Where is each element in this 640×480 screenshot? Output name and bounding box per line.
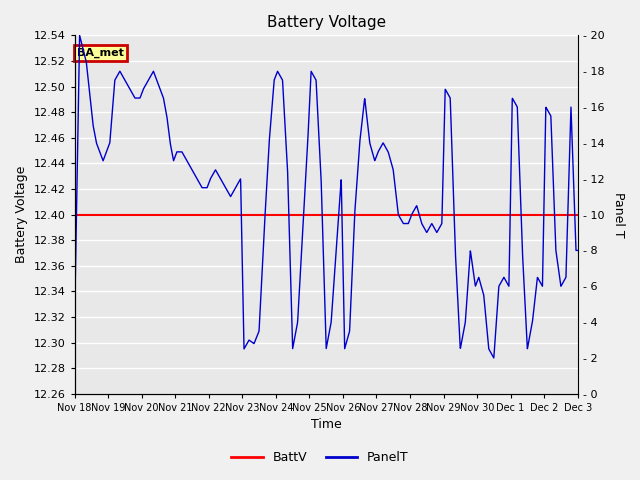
Y-axis label: Panel T: Panel T: [612, 192, 625, 238]
Text: BA_met: BA_met: [77, 48, 124, 58]
Y-axis label: Battery Voltage: Battery Voltage: [15, 166, 28, 263]
X-axis label: Time: Time: [311, 419, 342, 432]
Title: Battery Voltage: Battery Voltage: [267, 15, 386, 30]
Legend: BattV, PanelT: BattV, PanelT: [227, 446, 413, 469]
